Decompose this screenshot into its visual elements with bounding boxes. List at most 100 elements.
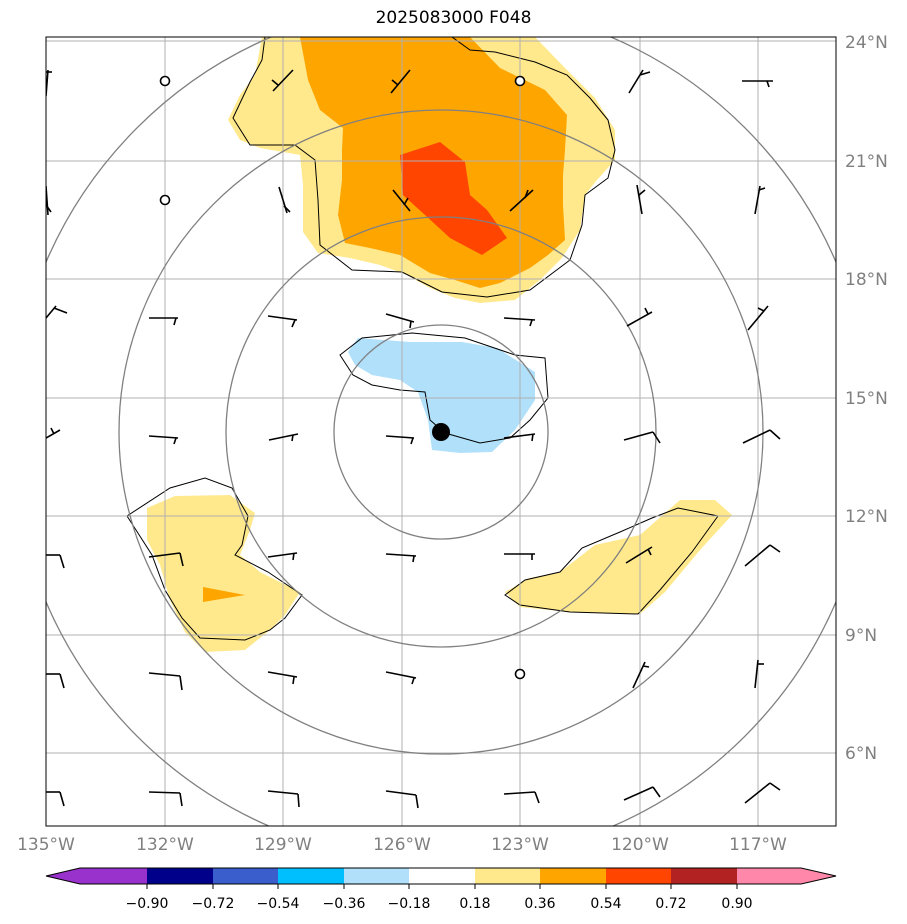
calm-wind-marker bbox=[514, 668, 526, 680]
shade-yellow-southeast bbox=[505, 500, 732, 614]
lon-label: 132°W bbox=[136, 835, 194, 855]
wind-barb bbox=[623, 431, 661, 444]
lon-label: 126°W bbox=[373, 835, 431, 855]
wind-barb bbox=[149, 317, 178, 326]
shade-blue-center bbox=[348, 338, 535, 453]
wind-barb bbox=[626, 307, 653, 327]
wind-barb bbox=[390, 69, 411, 94]
wind-barb bbox=[623, 786, 661, 801]
lon-labels: 135°W 132°W 129°W 126°W 123°W 120°W 117°… bbox=[17, 835, 787, 855]
wind-barb bbox=[632, 661, 650, 689]
lon-label: 135°W bbox=[17, 835, 75, 855]
colorbar-segment bbox=[213, 868, 278, 884]
graticule bbox=[46, 37, 836, 826]
lat-label: 21°N bbox=[845, 152, 888, 172]
colorbar-segment bbox=[344, 868, 409, 884]
colorbar-segment bbox=[671, 868, 737, 884]
wind-barb bbox=[267, 671, 298, 685]
colorbar-segment bbox=[737, 868, 801, 884]
calm-wind-marker bbox=[159, 194, 171, 206]
wind-barb bbox=[385, 790, 419, 809]
lon-label: 129°W bbox=[254, 835, 312, 855]
lon-label: 123°W bbox=[491, 835, 549, 855]
shade-orange-southwest bbox=[203, 587, 245, 602]
colorbar: −0.90 −0.72 −0.54 −0.36 −0.18 0.18 0.36 … bbox=[45, 867, 837, 912]
wind-barb bbox=[742, 80, 773, 88]
wind-barb bbox=[503, 433, 536, 442]
wind-barb bbox=[625, 546, 653, 564]
wind-barb bbox=[628, 69, 651, 94]
wind-barb bbox=[278, 186, 291, 214]
map-area bbox=[46, 37, 836, 826]
wind-barb bbox=[747, 305, 769, 331]
colorbar-tick-label: 0.72 bbox=[655, 896, 686, 912]
storm-center-marker bbox=[432, 423, 450, 441]
colorbar-segment bbox=[606, 868, 671, 884]
wind-barb bbox=[148, 552, 184, 567]
wind-barb bbox=[754, 185, 766, 215]
wind-barb bbox=[503, 317, 536, 327]
lat-label: 15°N bbox=[845, 389, 888, 409]
calm-wind-marker bbox=[514, 75, 526, 87]
colorbar-tick-label: −0.72 bbox=[192, 896, 235, 912]
colorbar-segment bbox=[147, 868, 213, 884]
wind-barb bbox=[268, 433, 299, 442]
colorbar-segment bbox=[475, 868, 540, 884]
wind-barb bbox=[503, 791, 540, 804]
lon-label: 120°W bbox=[611, 835, 669, 855]
wind-barb bbox=[385, 553, 417, 563]
colorbar-segment bbox=[801, 868, 836, 884]
wind-barb bbox=[636, 184, 646, 215]
colorbar-tick-label: −0.36 bbox=[323, 896, 366, 912]
wind-barb bbox=[742, 429, 781, 444]
map-frame bbox=[45, 36, 837, 827]
colorbar-segment bbox=[540, 868, 606, 884]
wind-barb bbox=[744, 782, 781, 804]
colorbar-tick-label: 0.18 bbox=[459, 896, 490, 912]
shade-red-core bbox=[400, 142, 507, 255]
shade-yellow-southwest bbox=[147, 495, 300, 652]
wind-barb bbox=[148, 791, 183, 807]
colorbar-segment bbox=[278, 868, 344, 884]
lat-label: 6°N bbox=[845, 744, 877, 764]
wind-barb bbox=[46, 673, 65, 689]
wind-barb bbox=[271, 69, 294, 92]
wind-barb bbox=[148, 672, 183, 691]
wind-barb bbox=[46, 791, 65, 807]
range-rings bbox=[46, 37, 836, 826]
lat-label: 12°N bbox=[845, 507, 888, 527]
wind-barb bbox=[46, 185, 52, 216]
colorbar-tick-label: 0.54 bbox=[590, 896, 621, 912]
wind-barb bbox=[46, 427, 61, 439]
lat-label: 9°N bbox=[845, 626, 877, 646]
colorbar-segment bbox=[80, 868, 147, 884]
wind-barb bbox=[385, 313, 415, 329]
wind-barbs bbox=[46, 69, 781, 809]
lat-labels: 24°N 21°N 18°N 15°N 12°N 9°N 6°N bbox=[845, 33, 888, 764]
wind-barb bbox=[754, 659, 764, 689]
colorbar-outline bbox=[45, 867, 837, 885]
wind-barb bbox=[46, 69, 52, 97]
lon-label: 117°W bbox=[729, 835, 787, 855]
colorbar-tick-label: 0.90 bbox=[721, 896, 752, 912]
colorbar-segment bbox=[46, 868, 80, 884]
map-title: 2025083000 F048 bbox=[375, 8, 532, 28]
calm-wind-marker bbox=[159, 75, 171, 87]
wind-barb bbox=[385, 671, 417, 685]
wind-barb bbox=[509, 189, 534, 212]
lat-label: 18°N bbox=[845, 270, 888, 290]
wind-barb bbox=[46, 305, 68, 319]
wind-barb bbox=[148, 435, 179, 445]
colorbar-tick-label: −0.90 bbox=[126, 896, 169, 912]
lat-label: 24°N bbox=[845, 33, 888, 53]
wind-barb bbox=[385, 435, 415, 445]
colorbar-tick-label: 0.36 bbox=[524, 896, 555, 912]
wind-barb bbox=[46, 554, 65, 569]
wind-barb bbox=[504, 553, 535, 560]
colorbar-tick-label: −0.54 bbox=[257, 896, 300, 912]
colorbar-tick-label: −0.18 bbox=[388, 896, 431, 912]
wind-barb bbox=[392, 189, 411, 212]
wind-barb bbox=[267, 790, 300, 808]
wind-barb bbox=[267, 315, 298, 328]
